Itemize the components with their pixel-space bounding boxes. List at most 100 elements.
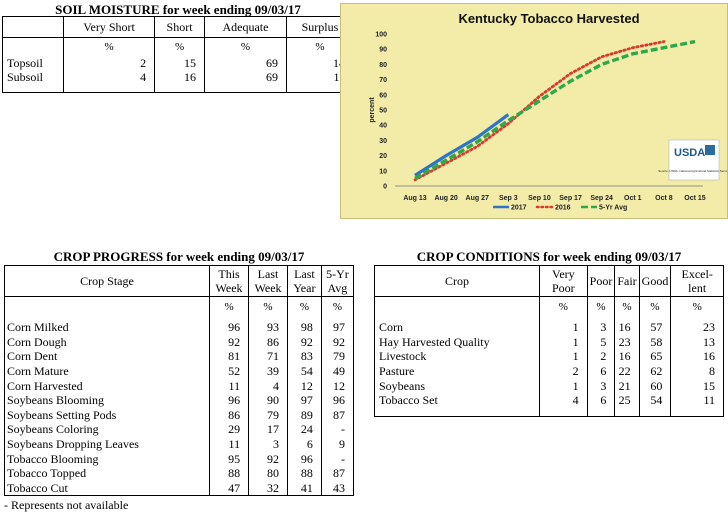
row-label: Soybeans	[374, 378, 540, 393]
table-row: Livestock 1 2 16 65 16	[374, 349, 724, 364]
column-header: Crop Stage	[4, 265, 210, 297]
table-cell: 16	[614, 320, 640, 335]
table-cell: 83	[287, 349, 322, 364]
crop-conditions-section: CROP CONDITIONS for week ending 09/03/17…	[374, 249, 724, 417]
row-label: Corn Harvested	[4, 378, 210, 393]
unit-cell	[374, 296, 540, 317]
row-label: Corn	[374, 320, 540, 335]
table-row: Soybeans Dropping Leaves 11 3 6 9	[4, 436, 355, 452]
column-header: 5-Yr Avg	[321, 265, 355, 297]
row-label: Soybeans Coloring	[4, 422, 210, 437]
table-cell: 92	[209, 334, 250, 350]
row-label: Corn Dough	[4, 334, 210, 350]
usda-source-note: Source: USDA, National Agricultural Stat…	[658, 169, 727, 173]
y-tick-label: 30	[379, 138, 387, 145]
table-tail	[374, 407, 724, 417]
table-cell: 86	[209, 407, 250, 423]
row-label: Corn Milked	[4, 320, 210, 335]
chart-title: Kentucky Tobacco Harvested	[458, 11, 639, 26]
table-cell: 2	[587, 349, 616, 364]
table-cell: 95	[209, 451, 250, 466]
column-header: Surplus	[286, 16, 355, 38]
column-header: Last Week	[248, 265, 288, 297]
usda-logo-text: USDA	[674, 147, 705, 159]
table-cell: 16	[154, 70, 205, 84]
table-cell: -	[321, 422, 355, 437]
table-cell: 15	[670, 378, 724, 393]
table-row: Corn Harvested 11 4 12 12	[4, 378, 355, 393]
table-cell: 69	[204, 56, 287, 70]
table-cell: 11	[670, 392, 724, 408]
soil-moisture-section: SOIL MOISTURE for week ending 09/03/17 V…	[2, 2, 355, 93]
row-label: Corn Mature	[4, 363, 210, 379]
x-tick-label: Oct 1	[624, 195, 642, 202]
crop-conditions-title: CROP CONDITIONS for week ending 09/03/17	[416, 249, 682, 264]
crop-progress-table: Crop Stage This Week Last Week Last Year…	[4, 265, 355, 497]
table-tail	[2, 84, 355, 93]
table-cell: 3	[248, 436, 288, 452]
table-cell: 90	[248, 392, 288, 408]
series-line-2017	[414, 113, 510, 177]
table-cell: 87	[321, 407, 355, 423]
row-label: Tobacco Cut	[4, 480, 210, 496]
table-cell: 62	[639, 363, 672, 379]
row-label: Soybeans Setting Pods	[4, 407, 210, 423]
column-header: Good	[639, 265, 672, 297]
table-cell: 80	[248, 465, 288, 481]
table-header-row: Very Short Short Adequate Surplus	[2, 16, 355, 38]
table-cell: 25	[614, 392, 640, 408]
table-cell: 3	[587, 320, 616, 335]
table-cell: 71	[248, 349, 288, 364]
units-row: % % % %	[2, 37, 355, 56]
unit-cell: %	[670, 296, 724, 317]
table-cell: 96	[321, 392, 355, 408]
x-tick-label: Sep 24	[590, 195, 613, 202]
unit-cell	[4, 296, 210, 317]
table-cell: 5	[587, 334, 616, 350]
row-label: Livestock	[374, 349, 540, 364]
unit-cell: %	[154, 37, 205, 56]
row-label: Tobacco Topped	[4, 465, 210, 481]
table-row: Soybeans Setting Pods 86 79 89 87	[4, 407, 355, 423]
table-cell: 65	[639, 349, 672, 364]
x-tick-label: Sep 3	[499, 195, 518, 202]
table-row: Tobacco Cut 47 32 41 43	[4, 480, 355, 496]
usda-logo-mark	[705, 145, 715, 155]
legend-label: 5-Yr Avg	[599, 205, 627, 212]
table-cell: 47	[209, 480, 250, 496]
table-cell: 57	[639, 320, 672, 335]
table-row: Tobacco Topped 88 80 88 87	[4, 465, 355, 481]
column-header: Poor	[587, 265, 616, 297]
table-header-row: Crop Very Poor Poor Fair Good Excel- len…	[374, 265, 724, 297]
table-cell: 54	[639, 392, 672, 408]
unit-cell: %	[614, 296, 640, 317]
x-tick-label: Aug 27	[466, 195, 489, 202]
table-cell: 87	[321, 465, 355, 481]
table-cell: 1	[539, 334, 588, 350]
table-cell: 23	[614, 334, 640, 350]
table-cell: 89	[287, 407, 322, 423]
footnote: - Represents not available	[4, 498, 129, 512]
unit-cell: %	[587, 296, 616, 317]
row-label: Hay Harvested Quality	[374, 334, 540, 350]
x-tick-label: Oct 8	[655, 195, 673, 202]
unit-cell: %	[539, 296, 588, 317]
table-cell: 96	[209, 320, 250, 335]
table-cell: 12	[287, 378, 322, 393]
table-cell: 6	[287, 436, 322, 452]
unit-cell: %	[209, 296, 250, 317]
crop-progress-section: CROP PROGRESS for week ending 09/03/17 C…	[4, 249, 355, 497]
units-row: % % % % %	[374, 296, 724, 317]
table-cell: 97	[321, 320, 355, 335]
table-cell: 97	[287, 392, 322, 408]
table-cell: 6	[587, 392, 616, 408]
table-cell: 32	[248, 480, 288, 496]
spacer-row	[374, 317, 724, 320]
table-row: Soybeans 1 3 21 60 15	[374, 378, 724, 393]
unit-cell: %	[204, 37, 287, 56]
table-cell: 17	[248, 422, 288, 437]
x-tick-label: Aug 20	[434, 195, 457, 202]
table-cell: 11	[209, 378, 250, 393]
unit-cell: %	[248, 296, 288, 317]
table-row: Tobacco Set 4 6 25 54 11	[374, 392, 724, 408]
